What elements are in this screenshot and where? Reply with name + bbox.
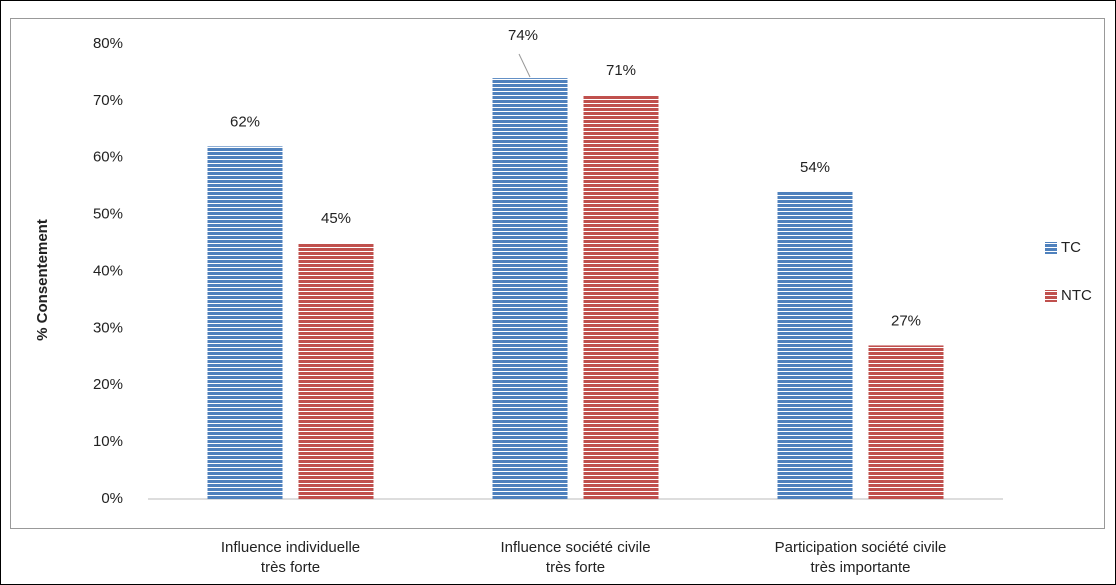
bar — [868, 345, 944, 499]
leader-line — [518, 53, 531, 78]
legend-label: TC — [1061, 239, 1081, 256]
y-tick-label: 20% — [93, 376, 123, 393]
data-label: 62% — [230, 113, 260, 130]
y-tick-label: 50% — [93, 206, 123, 223]
data-label: 54% — [800, 159, 830, 176]
bar — [492, 78, 568, 499]
data-label: 71% — [606, 62, 636, 79]
data-label: 74% — [508, 27, 538, 44]
y-tick-label: 0% — [101, 490, 123, 507]
y-tick-label: 60% — [93, 149, 123, 166]
legend-label: NTC — [1061, 287, 1092, 304]
legend-swatch — [1045, 290, 1057, 302]
y-tick-label: 40% — [93, 262, 123, 279]
data-label: 27% — [891, 312, 921, 329]
bar — [777, 191, 853, 499]
y-axis-title: % Consentement — [34, 219, 51, 341]
data-label: 45% — [321, 210, 351, 227]
y-tick-label: 30% — [93, 319, 123, 336]
x-tick-label: Influence société civile très forte — [500, 539, 651, 576]
legend-swatch — [1045, 242, 1057, 254]
bar — [207, 146, 283, 499]
bar — [298, 243, 374, 499]
bar — [583, 95, 659, 499]
y-tick-label: 70% — [93, 92, 123, 109]
x-tick-label: Influence individuelle très forte — [220, 539, 361, 576]
chart-frame — [10, 18, 1105, 529]
x-tick-label: Participation société civile très import… — [774, 539, 947, 576]
y-tick-label: 80% — [93, 35, 123, 52]
y-tick-label: 10% — [93, 433, 123, 450]
